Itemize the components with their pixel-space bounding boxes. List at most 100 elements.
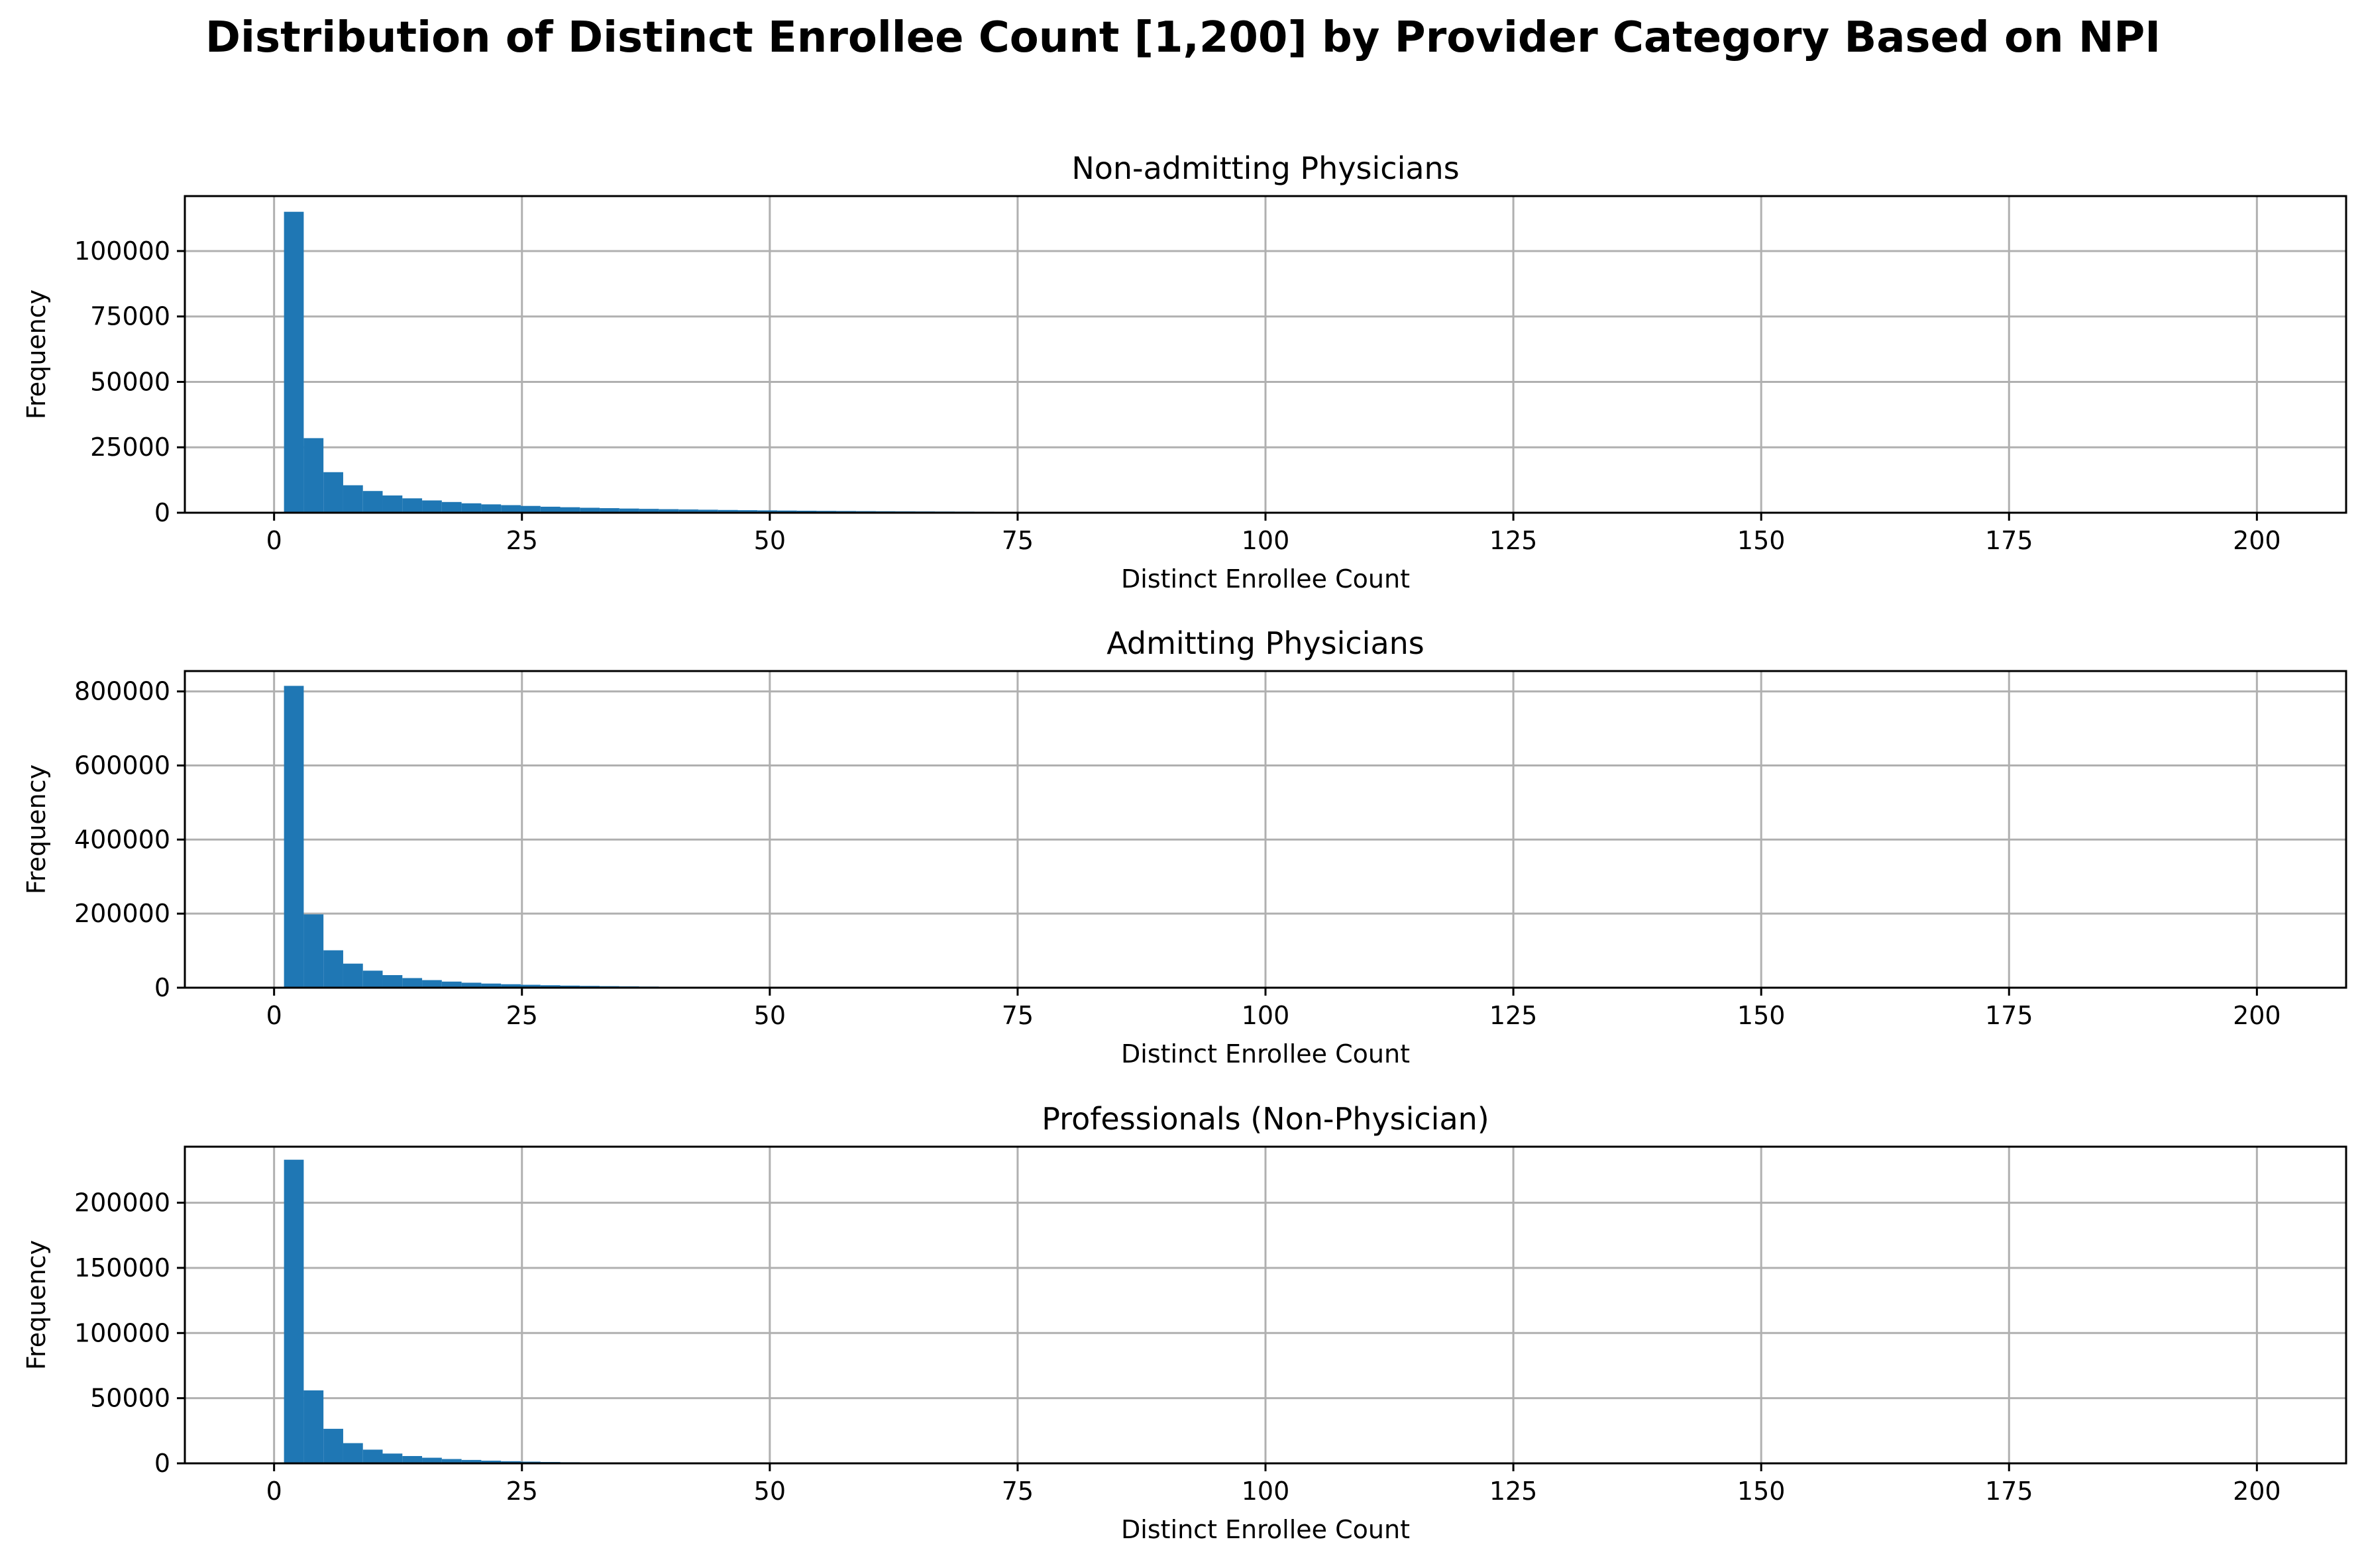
x-tick-label: 0 (266, 1477, 282, 1506)
x-tick-label: 25 (506, 1477, 538, 1506)
histogram-bar (580, 507, 600, 513)
panel-3: 0 25 50 75 100 125 150 175 200 0 50000 100000 150000… (22, 1101, 2347, 1544)
histogram-bar (303, 914, 324, 988)
x-tick-label: 125 (1489, 526, 1538, 555)
histogram-bar (323, 472, 343, 513)
x-tick-label: 150 (1737, 526, 1786, 555)
histogram-bar (481, 1460, 502, 1463)
histogram-bar (540, 506, 561, 513)
y-tick-label: 75000 (90, 302, 170, 331)
y-tick-label: 0 (154, 498, 170, 527)
histogram-bar (343, 1443, 363, 1463)
panel-2: 0 25 50 75 100 125 150 175 200 0 200000 400000 60000… (22, 625, 2347, 1069)
y-axis-label: Frequency (22, 289, 51, 419)
x-tick-label: 75 (1002, 1001, 1034, 1030)
histogram-bar (501, 984, 521, 988)
histogram-bar (343, 485, 363, 513)
x-axis-label: Distinct Enrollee Count (1121, 1039, 1410, 1069)
x-tick-label: 25 (506, 1001, 538, 1030)
histogram-bar (284, 1159, 304, 1463)
y-axis-label: Frequency (22, 1240, 51, 1370)
histogram-bar (441, 1459, 462, 1463)
histogram-bar (362, 1449, 383, 1463)
histogram-bar (520, 505, 541, 513)
y-tick-label: 400000 (74, 825, 170, 854)
histogram-bar (441, 501, 462, 513)
y-axis-label: Frequency (22, 764, 51, 894)
y-tick-label: 50000 (90, 367, 170, 396)
histogram-bar (501, 505, 521, 513)
histogram-bar (461, 503, 482, 513)
histogram-bar (639, 509, 659, 513)
x-tick-label: 175 (1985, 1001, 2033, 1030)
histogram-bar (303, 438, 324, 513)
x-tick-label: 100 (1242, 526, 1290, 555)
y-tick-label: 200000 (74, 899, 170, 928)
histogram-bar (481, 504, 502, 513)
x-tick-label: 100 (1242, 1001, 1290, 1030)
x-tick-label: 0 (266, 1001, 282, 1030)
y-tick-label: 25000 (90, 433, 170, 462)
x-tick-label: 200 (2233, 1001, 2281, 1030)
histogram-bar (382, 1453, 403, 1463)
histogram-bar (501, 1461, 521, 1463)
figure-title: Distribution of Distinct Enrollee Count … (205, 13, 2161, 62)
x-tick-label: 75 (1002, 526, 1034, 555)
histogram-bar (481, 983, 502, 988)
x-axis-label: Distinct Enrollee Count (1121, 564, 1410, 594)
y-tick-label: 100000 (74, 236, 170, 266)
panel-title: Professionals (Non-Physician) (1042, 1101, 1489, 1137)
histogram-bar (362, 970, 383, 988)
x-tick-label: 0 (266, 526, 282, 555)
x-tick-label: 150 (1737, 1001, 1786, 1030)
histogram-bar (284, 211, 304, 513)
x-axis-label: Distinct Enrollee Count (1121, 1515, 1410, 1544)
x-tick-label: 125 (1489, 1001, 1538, 1030)
x-tick-label: 175 (1985, 1477, 2033, 1506)
x-tick-label: 50 (754, 526, 786, 555)
histogram-bar (422, 500, 442, 513)
histogram-bar (461, 982, 482, 988)
y-tick-label: 200000 (74, 1188, 170, 1218)
y-tick-label: 0 (154, 1449, 170, 1478)
histogram-bar (796, 510, 817, 513)
x-tick-label: 50 (754, 1001, 786, 1030)
histogram-bar (777, 510, 797, 513)
histogram-bar (422, 980, 442, 988)
histogram-bar (560, 507, 580, 513)
x-tick-label: 50 (754, 1477, 786, 1506)
y-tick-label: 50000 (90, 1384, 170, 1413)
histogram-bar (698, 509, 718, 513)
histogram-bar (737, 510, 758, 513)
histogram-bar (540, 985, 561, 988)
histogram-bar (659, 509, 679, 513)
histogram-bar (323, 1428, 343, 1463)
panel-1: 0 25 50 75 100 125 150 175 200 0 25000 50000 75000 10… (22, 150, 2347, 594)
y-tick-label: 600000 (74, 751, 170, 780)
x-tick-label: 125 (1489, 1477, 1538, 1506)
y-tick-label: 150000 (74, 1253, 170, 1282)
panel-title: Admitting Physicians (1106, 625, 1425, 661)
histogram-bar (362, 491, 383, 513)
histogram-bar (441, 981, 462, 988)
histogram-bar (678, 509, 698, 513)
histogram-bar (461, 1459, 482, 1463)
histogram-bar (343, 963, 363, 988)
x-tick-label: 25 (506, 526, 538, 555)
y-tick-label: 800000 (74, 677, 170, 706)
histogram-bar (757, 510, 778, 513)
histogram-bar (600, 508, 619, 513)
histogram-bar (382, 495, 403, 513)
y-tick-label: 0 (154, 973, 170, 1002)
x-tick-label: 175 (1985, 526, 2033, 555)
x-tick-label: 75 (1002, 1477, 1034, 1506)
x-tick-label: 200 (2233, 1477, 2281, 1506)
panel-title: Non-admitting Physicians (1071, 150, 1459, 186)
histogram-bar (402, 1455, 423, 1463)
histogram-bar (284, 686, 304, 988)
histogram-bar (520, 984, 541, 988)
histogram-bar (560, 985, 580, 988)
x-tick-label: 150 (1737, 1477, 1786, 1506)
histogram-bar (619, 508, 639, 513)
